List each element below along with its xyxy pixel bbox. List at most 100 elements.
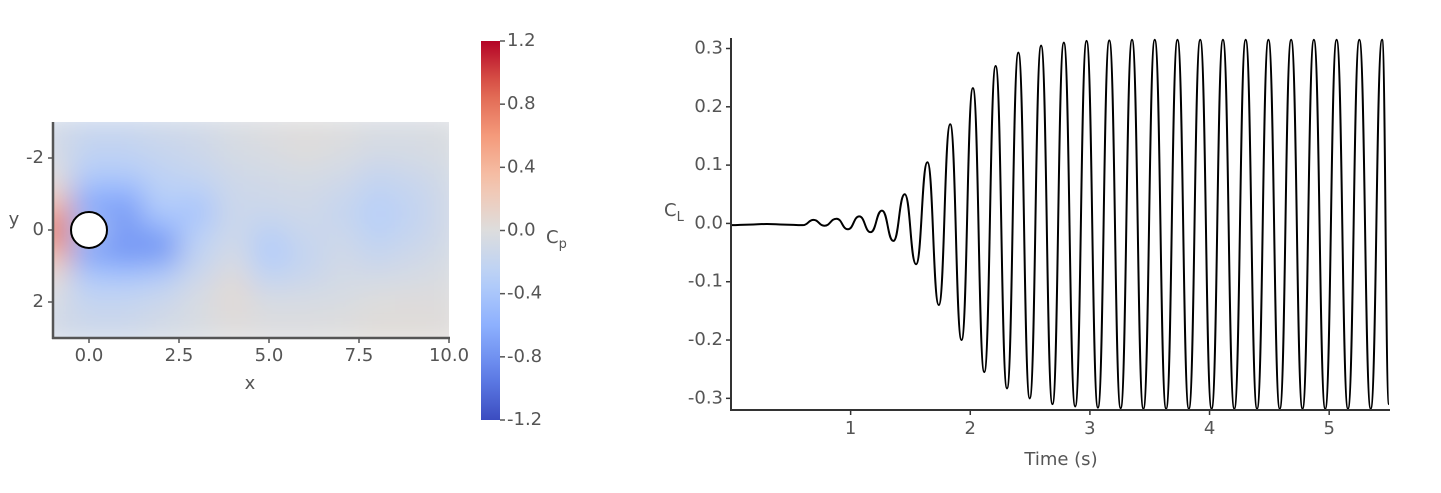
x-tick-label: 10.0 xyxy=(429,345,469,366)
field-cell xyxy=(179,122,216,132)
field-cell xyxy=(143,122,180,132)
field-cell xyxy=(359,131,396,150)
field-cell xyxy=(143,257,180,276)
field-cell xyxy=(53,293,72,312)
field xyxy=(53,122,449,338)
colorbar-tick-label: -0.8 xyxy=(507,346,542,367)
field-cell xyxy=(251,122,288,132)
field-cell xyxy=(323,131,360,150)
field-cell xyxy=(215,185,252,204)
field-cell xyxy=(287,311,324,330)
field-cell xyxy=(215,257,252,276)
colorbar-tick-label: 0.4 xyxy=(507,156,536,177)
field-cell xyxy=(431,311,449,330)
field-cell xyxy=(53,329,72,338)
axis-label: CL xyxy=(664,200,685,225)
field-cell xyxy=(215,203,252,222)
field-cell xyxy=(251,275,288,294)
y-tick-label: -0.1 xyxy=(688,271,723,292)
field-cell xyxy=(143,311,180,330)
field-cell xyxy=(143,149,180,168)
y-tick-label: 0 xyxy=(33,219,44,240)
field-cell xyxy=(323,239,360,258)
field-cell xyxy=(215,221,252,240)
field-cell xyxy=(359,311,396,330)
field-cell xyxy=(323,185,360,204)
x-axis-label: Time (s) xyxy=(1023,449,1097,470)
field-cell xyxy=(431,131,449,150)
field-cell xyxy=(287,131,324,150)
field-cell xyxy=(179,149,216,168)
field-cell xyxy=(179,293,216,312)
field-cell xyxy=(431,149,449,168)
colorbar-tick-label: 0.0 xyxy=(507,220,536,241)
field-cell xyxy=(287,275,324,294)
field-cell xyxy=(71,311,108,330)
field-cell xyxy=(251,185,288,204)
field-cell xyxy=(71,185,108,204)
colorbar-tick-label: 0.8 xyxy=(507,93,536,114)
field-cell xyxy=(359,293,396,312)
y-tick-label: 0.3 xyxy=(694,37,723,58)
x-tick-label: 1 xyxy=(845,418,856,439)
field-cell xyxy=(215,293,252,312)
x-tick-label: 2.5 xyxy=(165,345,194,366)
field-cell xyxy=(287,239,324,258)
field-cell xyxy=(431,221,449,240)
field-cell xyxy=(107,203,144,222)
field-cell xyxy=(359,149,396,168)
field-cell xyxy=(251,257,288,276)
field-cell xyxy=(323,149,360,168)
field-cell xyxy=(287,293,324,312)
y-tick-label: 2 xyxy=(33,291,44,312)
field-cell xyxy=(395,293,432,312)
field-cell xyxy=(143,185,180,204)
field-cell xyxy=(359,329,396,338)
field-cell xyxy=(179,311,216,330)
field-cell xyxy=(53,185,72,204)
field-cell xyxy=(323,293,360,312)
field-cell xyxy=(143,167,180,186)
field-cell xyxy=(71,329,108,338)
field-cell xyxy=(323,329,360,338)
field-cell xyxy=(395,185,432,204)
field-area xyxy=(53,122,449,338)
field-cell xyxy=(395,203,432,222)
y-axis-label: y xyxy=(9,209,20,230)
field-cell xyxy=(53,257,72,276)
field-cell xyxy=(287,329,324,338)
x-tick-label: 3 xyxy=(1084,418,1095,439)
field-cell xyxy=(53,203,72,222)
field-cell xyxy=(323,203,360,222)
axis-label: Cp xyxy=(546,227,567,252)
field-cell xyxy=(107,293,144,312)
field-cell xyxy=(251,149,288,168)
field-cell xyxy=(143,275,180,294)
field-cell xyxy=(395,167,432,186)
y-tick-label: 0.0 xyxy=(694,212,723,233)
field-cell xyxy=(179,221,216,240)
field-cell xyxy=(395,329,432,338)
x-axis-label: x xyxy=(245,373,256,394)
field-cell xyxy=(431,293,449,312)
field-cell xyxy=(143,131,180,150)
field-cell xyxy=(395,221,432,240)
cylinder xyxy=(70,211,108,249)
field-cell xyxy=(71,257,108,276)
field-cell xyxy=(215,149,252,168)
field-cell xyxy=(359,257,396,276)
field-cell xyxy=(107,131,144,150)
x-tick-label: 5 xyxy=(1323,418,1334,439)
field-cell xyxy=(395,275,432,294)
colorbar xyxy=(481,41,500,420)
field-cell xyxy=(215,131,252,150)
field-cell xyxy=(107,329,144,338)
x-tick-label: 7.5 xyxy=(345,345,374,366)
field-cell xyxy=(215,239,252,258)
field-cell xyxy=(107,221,144,240)
field-cell xyxy=(251,203,288,222)
field-cell xyxy=(107,257,144,276)
field-cell xyxy=(395,239,432,258)
field-cell xyxy=(179,167,216,186)
field-cell xyxy=(179,239,216,258)
